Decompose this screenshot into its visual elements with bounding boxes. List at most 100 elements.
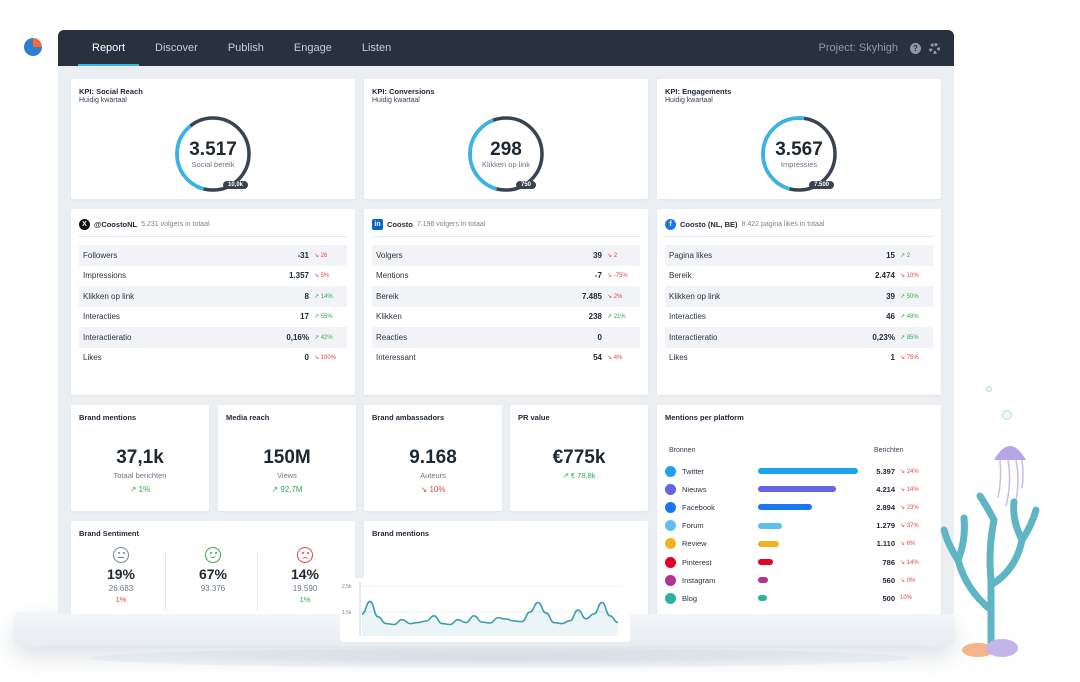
stat-title: PR value xyxy=(518,413,550,422)
metric-table: Followers -31 ↘ 26 Impressions 1.357 ↘ 5% Klik… xyxy=(79,245,347,368)
platform-count: 1.110 xyxy=(876,539,895,549)
divider xyxy=(257,553,258,611)
metric-name: Volgers xyxy=(376,250,403,260)
stat-label: Views xyxy=(277,471,297,480)
platform-bar-track xyxy=(758,595,858,602)
x-icon: X xyxy=(79,219,90,230)
metric-name: Bereik xyxy=(669,271,692,281)
stat-delta: ↘ 10% xyxy=(420,485,446,494)
table-row: Likes 0 ↘ 100% xyxy=(79,348,347,369)
metric-value: 39 xyxy=(886,291,895,301)
y-tick-label: 2,5k xyxy=(342,584,352,590)
tab-discover[interactable]: Discover xyxy=(155,42,198,54)
platform-bar xyxy=(758,504,812,511)
mentions-per-platform-card: Mentions per platform Bronnen Berichten … xyxy=(657,405,941,614)
metric-name: Pagina likes xyxy=(669,250,713,260)
tab-publish[interactable]: Publish xyxy=(227,42,264,54)
stat-title: Brand ambassadors xyxy=(372,413,445,422)
kpi-subtitle: Huidig kwartaal xyxy=(79,97,127,104)
metric-table: Pagina likes 15 ↗ 2 Bereik 2.474 ↘ 10% Klikken… xyxy=(665,245,933,368)
metric-value: 15 xyxy=(886,250,895,260)
kpi-card: KPI: Conversions Huidig kwartaal 298 Klikke… xyxy=(364,79,648,199)
metric-delta: ↗ 48% xyxy=(900,314,919,321)
tab-report[interactable]: Report xyxy=(78,30,140,66)
stat-delta: ↗ 92,7M xyxy=(271,485,303,494)
series-line xyxy=(361,600,619,626)
kpi-max-badge: 7.500 xyxy=(809,181,835,189)
sentiment-percentage: 19% xyxy=(106,566,136,582)
sentiment-count: 26.683 xyxy=(108,584,134,593)
metric-value: 0,23% xyxy=(872,332,895,342)
kpi-value: 3.517 xyxy=(189,139,237,160)
metric-delta: ↗ 14% xyxy=(314,293,333,300)
platform-bar xyxy=(758,522,782,529)
tab-engage[interactable]: Engage xyxy=(293,42,332,54)
column-header-count: Berichten xyxy=(874,447,904,454)
social-account: Coosto (NL, BE) xyxy=(680,220,738,229)
bubble-decoration xyxy=(1002,410,1012,420)
metric-delta: ↘ -75% xyxy=(607,273,628,280)
coosto-logo-icon xyxy=(24,38,42,56)
metric-delta: ↘ 100% xyxy=(314,355,337,362)
platform-bar xyxy=(758,486,836,493)
metric-value: -7 xyxy=(594,271,602,281)
metric-value: 238 xyxy=(588,312,602,322)
platform-name: Forum xyxy=(682,521,704,531)
metric-value: 0,16% xyxy=(286,332,309,342)
review-icon xyxy=(665,538,676,550)
divider xyxy=(79,236,347,237)
platform-bar-track xyxy=(758,522,858,529)
stat-label: Auteurs xyxy=(420,471,446,480)
platform-count: 560 xyxy=(882,575,895,585)
kpi-title: KPI: Social Reach xyxy=(79,87,143,96)
platform-count: 2.894 xyxy=(876,502,895,512)
metric-delta: ↘ 5% xyxy=(314,273,330,280)
tab-listen[interactable]: Listen xyxy=(361,42,392,54)
table-row: Klikken op link 8 ↗ 14% xyxy=(79,286,347,307)
platform-bar-track xyxy=(758,540,858,547)
forum-icon xyxy=(665,520,676,532)
sentiment-percentage: 67% xyxy=(198,566,228,582)
platform-name: Facebook xyxy=(682,502,715,512)
table-row: Pagina likes 15 ↗ 2 xyxy=(665,245,933,266)
twitter-icon xyxy=(665,465,676,477)
stat-label: Totaal berichten xyxy=(113,471,167,480)
metric-name: Interactieratio xyxy=(669,332,718,342)
sentiment-positive: 67% 93.376 xyxy=(168,547,258,595)
stat-title: Media reach xyxy=(226,413,270,422)
metric-value: 8 xyxy=(304,291,309,301)
project-selector[interactable]: Project: Skyhigh xyxy=(818,42,898,54)
card-title: Mentions per platform xyxy=(665,413,744,422)
metric-value: 46 xyxy=(886,312,895,322)
help-icon[interactable]: ? xyxy=(910,42,921,54)
platform-row: Instagram 560 ↘ 0% xyxy=(665,571,933,589)
kpi-card: KPI: Social Reach Huidig kwartaal 3.517 Soc… xyxy=(71,79,355,199)
facebook-icon: f xyxy=(665,219,676,230)
sentiment-count: 19.590 xyxy=(292,584,318,593)
platform-row: Nieuws 4.214 ↘ 14% xyxy=(665,480,933,498)
metric-name: Followers xyxy=(83,250,118,260)
gear-icon[interactable] xyxy=(929,42,940,54)
nieuws-icon xyxy=(665,483,676,495)
metric-delta: ↘ 2% xyxy=(607,293,623,300)
nav-right: Project: Skyhigh ? xyxy=(819,30,940,66)
y-tick-label: 1,5k xyxy=(342,610,352,616)
platform-row: Forum 1.279 ↘ 37% xyxy=(665,517,933,535)
metric-name: Klikken op link xyxy=(83,291,135,301)
platform-bar-track xyxy=(758,559,858,565)
metric-value: -31 xyxy=(297,250,309,260)
positive-face-icon xyxy=(205,547,221,563)
social-summary: 8.422 pagina likes in totaal xyxy=(741,221,825,228)
metric-value: 2.474 xyxy=(874,271,895,281)
metric-delta: ↗ 50% xyxy=(900,293,919,300)
platform-delta: ↘ 23% xyxy=(900,504,919,511)
social-header: X @CoostoNL 5.231 volgers in totaal xyxy=(79,219,210,230)
chart-area xyxy=(362,601,618,636)
coral-decoration xyxy=(940,492,1040,657)
stat-delta: ↗ 1% xyxy=(129,485,151,494)
metric-value: 1.357 xyxy=(288,271,309,281)
blog-icon xyxy=(665,592,676,604)
kpi-subtitle: Huidig kwartaal xyxy=(372,97,420,104)
kpi-gauge xyxy=(761,116,837,192)
